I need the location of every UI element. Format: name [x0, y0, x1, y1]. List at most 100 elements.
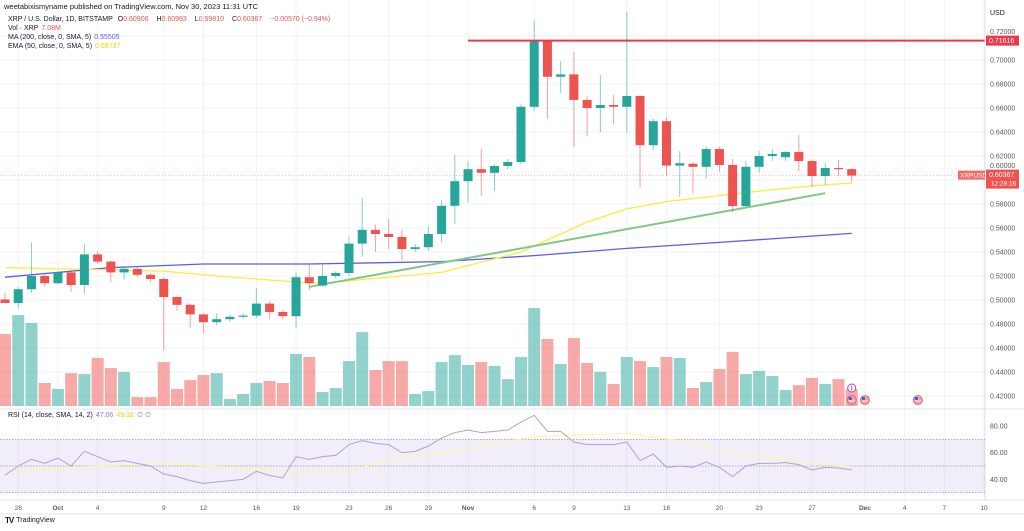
candle: [463, 160, 473, 203]
candle: [93, 250, 103, 264]
candle: [529, 20, 539, 111]
volume-bar: [250, 382, 263, 406]
candle: [331, 271, 341, 279]
candle-body: [622, 96, 632, 107]
candle-body: [767, 153, 777, 156]
price-tick-label: 0.60000: [990, 163, 1015, 170]
visibility-icons[interactable]: ∅ ∅: [136, 412, 152, 419]
rsi-tick-label: 40.00: [990, 477, 1008, 484]
high-value: 0.60993: [161, 16, 187, 23]
volume-bar: [118, 371, 131, 406]
open-label: O: [117, 16, 124, 23]
candle-body: [132, 268, 142, 275]
candle: [397, 230, 407, 261]
high-label: H: [156, 16, 162, 23]
candle-body: [185, 304, 195, 315]
candle-body: [251, 303, 261, 316]
last-price-label: 0.60367: [989, 172, 1014, 179]
volume-bar: [739, 374, 752, 406]
volume-bar: [806, 377, 819, 406]
brand-name[interactable]: TradingView: [16, 517, 55, 524]
candle: [754, 151, 764, 173]
candle-body: [595, 105, 605, 108]
flag-canton: [914, 397, 918, 400]
symbol-tag-badge: [958, 170, 985, 180]
ema-label[interactable]: EMA (50, close, 0, SMA, 5): [8, 43, 93, 50]
symbol-name[interactable]: XRP / U.S. Dollar, 1D, BITSTAMP: [8, 16, 113, 23]
candle: [490, 164, 500, 191]
candle-body: [820, 168, 830, 177]
rsi-value: 47.06: [95, 412, 114, 419]
rsi-sma-value: 49.32: [116, 412, 134, 419]
time-tick-label: 4: [903, 505, 907, 512]
candle-body: [331, 273, 341, 276]
time-tick-label: 19: [292, 505, 300, 512]
volume-bar: [382, 361, 395, 406]
candle: [662, 117, 671, 176]
candle-body: [93, 254, 103, 262]
volume-bar: [541, 339, 554, 406]
volume-bar: [395, 361, 408, 406]
candle: [119, 266, 129, 280]
candle: [847, 168, 857, 183]
volume-bar: [197, 375, 210, 406]
candle: [278, 309, 288, 320]
candle-body: [304, 277, 314, 284]
candle-body: [754, 156, 764, 167]
candle-body: [675, 163, 685, 166]
candle: [53, 271, 63, 285]
candle-body: [648, 121, 658, 146]
candle-body: [212, 319, 222, 323]
price-tick-label: 0.62000: [990, 154, 1015, 161]
volume-bar: [342, 361, 355, 406]
candle-body: [53, 272, 63, 284]
ma-label[interactable]: MA (200, close, 0, SMA, 5): [8, 34, 92, 41]
candle: [146, 273, 156, 282]
candle-body: [503, 162, 513, 166]
candle: [198, 313, 208, 334]
candle-body: [278, 312, 288, 317]
candle-body: [569, 74, 579, 100]
volume-bar: [475, 362, 488, 406]
dividend-icon: [847, 383, 857, 393]
rsi-tick-label: 80.00: [990, 424, 1008, 431]
us-flag-icon: [860, 395, 870, 405]
close-value: 0.60367: [237, 16, 263, 23]
volume-bar: [660, 357, 673, 406]
candle-body: [450, 181, 460, 206]
time-tick-label: 9: [162, 505, 166, 512]
candle: [516, 104, 526, 165]
price-tick-label: 0.56000: [990, 226, 1015, 233]
price-tick-label: 0.52000: [990, 274, 1015, 281]
volume-bar: [501, 379, 514, 406]
time-tick-label: 9: [572, 505, 576, 512]
candle: [251, 288, 261, 318]
candle: [648, 118, 658, 150]
volume-bar: [832, 379, 845, 406]
candle: [582, 96, 592, 136]
candle: [66, 270, 76, 292]
volume-bar: [316, 392, 329, 406]
volume-bar: [435, 362, 448, 406]
candle: [357, 198, 367, 257]
resistance-price-label: 0.71616: [989, 38, 1014, 45]
low-value: 0.59810: [198, 16, 224, 23]
candle: [794, 135, 804, 171]
rsi-label[interactable]: RSI (14, close, SMA, 14, 2): [8, 412, 93, 419]
candle: [13, 286, 23, 309]
price-tick-label: 0.72000: [990, 29, 1015, 36]
candle-body: [437, 205, 447, 234]
candle: [728, 159, 738, 213]
time-tick-label: 6: [532, 505, 536, 512]
volume-bar: [237, 394, 250, 406]
candle-body: [476, 169, 486, 173]
volume-bar: [104, 368, 117, 406]
candle: [833, 159, 843, 177]
candle-body: [344, 243, 354, 273]
volume-bar: [448, 355, 461, 406]
us-flag-icon: [846, 395, 857, 405]
candle: [159, 277, 169, 351]
time-tick-label: 13: [623, 505, 631, 512]
volume-label[interactable]: Vol · XRP: [8, 25, 39, 32]
